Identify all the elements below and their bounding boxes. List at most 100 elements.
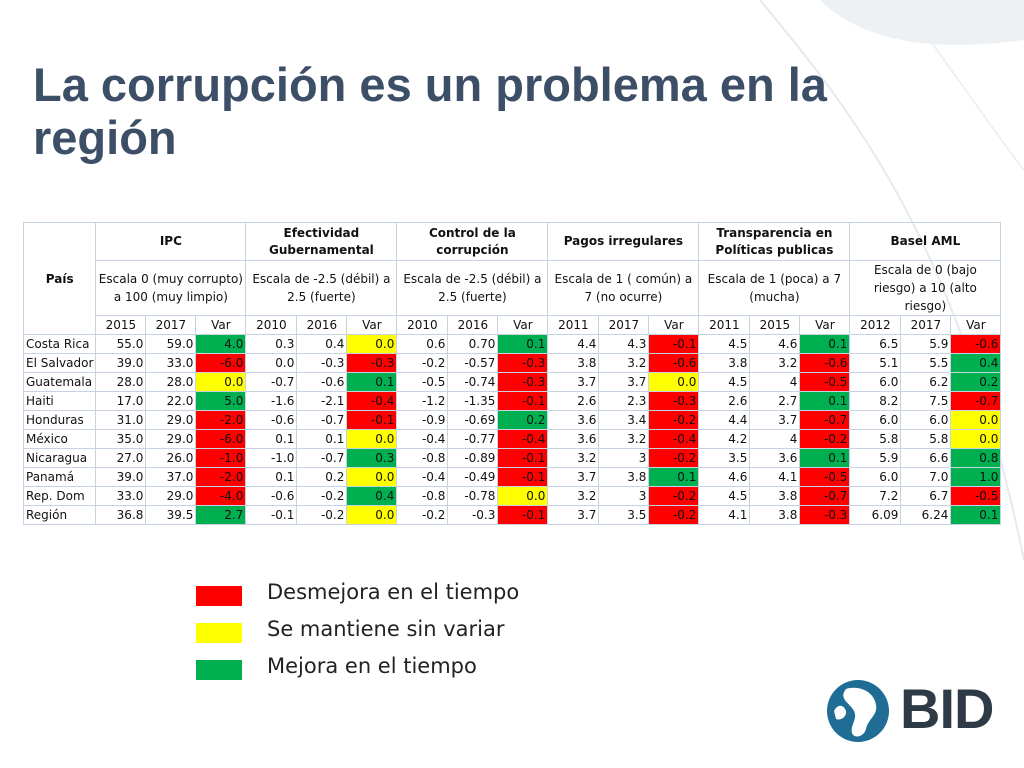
year-column-header: 2012	[849, 315, 902, 335]
value-cell: -0.7	[296, 448, 348, 468]
var-cell: -0.1	[497, 467, 549, 487]
value-cell: 26.0	[145, 448, 197, 468]
group-scale: Escala 0 (muy corrupto) a 100 (muy limpi…	[95, 260, 247, 316]
country-cell: Haiti	[22, 391, 97, 411]
var-cell: 0.0	[346, 429, 398, 449]
value-cell: -0.8	[396, 486, 449, 506]
value-cell: 29.0	[145, 410, 197, 430]
value-cell: 4.2	[698, 429, 751, 449]
year-column-header: 2017	[900, 315, 952, 335]
var-cell: 0.2	[950, 372, 1002, 392]
var-cell: -0.2	[648, 486, 700, 506]
year-column-header: 2011	[698, 315, 751, 335]
value-cell: -0.69	[447, 410, 499, 430]
var-cell: -0.6	[950, 334, 1002, 354]
value-cell: 6.6	[900, 448, 952, 468]
value-cell: -2.1	[296, 391, 348, 411]
value-cell: 28.0	[145, 372, 197, 392]
value-cell: 0.2	[296, 467, 348, 487]
group-header: Transparencia en Políticas publicas	[698, 222, 851, 261]
value-cell: 3.6	[749, 448, 801, 468]
var-cell: -0.4	[497, 429, 549, 449]
value-cell: 6.0	[849, 410, 902, 430]
var-cell: -6.0	[195, 429, 247, 449]
country-cell: Guatemala	[22, 372, 97, 392]
value-cell: 4.1	[749, 467, 801, 487]
var-column-header: Var	[195, 315, 247, 335]
value-cell: -0.4	[396, 429, 449, 449]
country-cell: Panamá	[22, 467, 97, 487]
value-cell: 0.4	[296, 334, 348, 354]
var-cell: -0.1	[497, 448, 549, 468]
var-cell: -0.7	[950, 391, 1002, 411]
value-cell: 29.0	[145, 429, 197, 449]
var-cell: 1.0	[950, 467, 1002, 487]
value-cell: 4.1	[698, 505, 751, 525]
country-cell: El Salvador	[22, 353, 97, 373]
table-row: Costa Rica 55.0 59.0 4.0 0.3 0.4 0.0 0.6 0.70 0.1…	[22, 334, 1002, 354]
value-cell: 2.3	[598, 391, 650, 411]
value-cell: -0.2	[296, 486, 348, 506]
value-cell: -0.7	[296, 410, 348, 430]
value-cell: 37.0	[145, 467, 197, 487]
value-cell: 5.8	[900, 429, 952, 449]
value-cell: 3.7	[749, 410, 801, 430]
value-cell: 3.2	[749, 353, 801, 373]
var-cell: -0.1	[497, 391, 549, 411]
value-cell: 3.6	[547, 410, 600, 430]
var-cell: -0.5	[799, 372, 851, 392]
var-cell: -0.3	[346, 353, 398, 373]
value-cell: 6.2	[900, 372, 952, 392]
value-cell: 0.3	[245, 334, 298, 354]
value-cell: 3.8	[749, 486, 801, 506]
var-cell: 0.0	[346, 505, 398, 525]
value-cell: 3	[598, 486, 650, 506]
var-cell: -0.2	[648, 505, 700, 525]
var-cell: 0.0	[648, 372, 700, 392]
var-cell: 0.0	[346, 467, 398, 487]
var-cell: -0.2	[648, 410, 700, 430]
value-cell: 0.0	[245, 353, 298, 373]
value-cell: 6.0	[849, 372, 902, 392]
value-cell: -0.3	[447, 505, 499, 525]
year-column-header: 2017	[598, 315, 650, 335]
legend-label: Se mantiene sin variar	[267, 617, 505, 641]
var-cell: -0.5	[799, 467, 851, 487]
value-cell: 22.0	[145, 391, 197, 411]
legend-swatch-green	[196, 660, 242, 680]
value-cell: 2.7	[749, 391, 801, 411]
value-cell: -0.6	[245, 410, 298, 430]
table-row: Haiti 17.0 22.0 5.0 -1.6 -2.1 -0.4 -1.2 -1.35 -0.…	[22, 391, 1002, 411]
value-cell: 3.5	[698, 448, 751, 468]
table-row: Rep. Dom 33.0 29.0 -4.0 -0.6 -0.2 0.4 -0.8 -0.78…	[22, 486, 1002, 506]
value-cell: 4.5	[698, 486, 751, 506]
value-cell: -0.89	[447, 448, 499, 468]
var-column-header: Var	[799, 315, 851, 335]
value-cell: -0.2	[396, 353, 449, 373]
table-row: Panamá 39.0 37.0 -2.0 0.1 0.2 0.0 -0.4 -0.49 -0.1…	[22, 467, 1002, 487]
value-cell: -1.6	[245, 391, 298, 411]
var-cell: 4.0	[195, 334, 247, 354]
var-column-header: Var	[950, 315, 1002, 335]
year-column-header: 2011	[547, 315, 600, 335]
value-cell: 0.6	[396, 334, 449, 354]
value-cell: -0.4	[396, 467, 449, 487]
bid-globe-icon	[827, 680, 889, 742]
value-cell: 2.6	[698, 391, 751, 411]
group-scale: Escala de -2.5 (débil) a 2.5 (fuerte)	[396, 260, 549, 316]
value-cell: 3	[598, 448, 650, 468]
table-row: Honduras 31.0 29.0 -2.0 -0.6 -0.7 -0.1 -0.9 -0.6…	[22, 410, 1002, 430]
value-cell: 4.4	[698, 410, 751, 430]
value-cell: -0.2	[396, 505, 449, 525]
legend-swatch-yellow	[196, 623, 242, 643]
var-cell: 0.0	[195, 372, 247, 392]
group-scale: Escala de -2.5 (débil) a 2.5 (fuerte)	[245, 260, 398, 316]
value-cell: 3.7	[547, 467, 600, 487]
value-cell: 6.7	[900, 486, 952, 506]
country-cell: Rep. Dom	[22, 486, 97, 506]
var-cell: -0.1	[497, 505, 549, 525]
group-scale: Escala de 0 (bajo riesgo) a 10 (alto rie…	[849, 260, 1002, 316]
value-cell: 6.24	[900, 505, 952, 525]
value-cell: 5.8	[849, 429, 902, 449]
var-cell: 2.7	[195, 505, 247, 525]
